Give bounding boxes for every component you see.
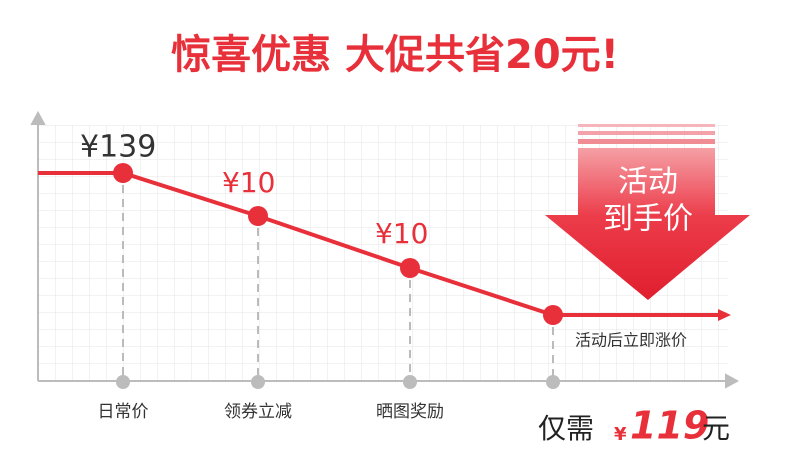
arrow-badge: 活动 到手价 bbox=[545, 124, 750, 300]
title: 惊喜优惠 大促共省20元! bbox=[171, 32, 619, 78]
step-label: 领券立减 bbox=[224, 402, 292, 422]
price-label: ¥139 bbox=[80, 130, 156, 165]
axes bbox=[30, 110, 740, 389]
badge-line: 活动 bbox=[618, 165, 678, 200]
step-label: 晒图奖励 bbox=[376, 402, 444, 422]
price-line bbox=[38, 163, 731, 325]
step-label: 日常价 bbox=[98, 402, 149, 422]
price-label: ¥10 bbox=[222, 166, 275, 199]
final-amount: 119 bbox=[630, 404, 709, 448]
badge-line: 到手价 bbox=[603, 202, 693, 237]
axis-dots bbox=[116, 375, 560, 389]
final-currency: ¥ bbox=[614, 424, 627, 445]
final-suffix: 元 bbox=[702, 412, 730, 445]
price-label: ¥10 bbox=[375, 217, 428, 250]
dashes bbox=[122, 185, 554, 380]
note: 活动后立即涨价 bbox=[575, 331, 687, 350]
final-prefix: 仅需 bbox=[538, 412, 594, 445]
